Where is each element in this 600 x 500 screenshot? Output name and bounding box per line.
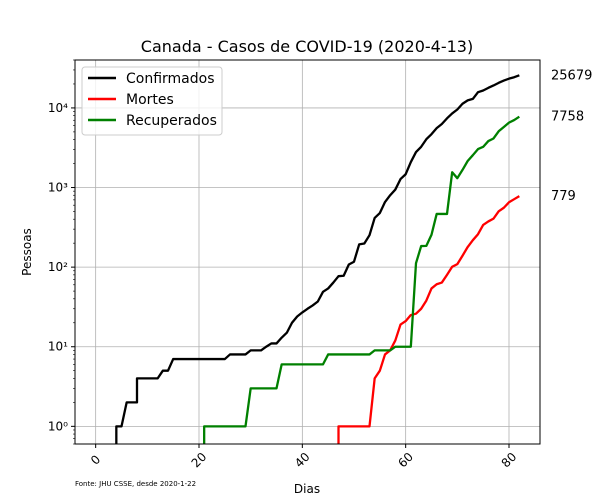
y-tick-label: 10⁰ [48,419,68,433]
end-value-labels: 25679 779 7758 [551,68,592,204]
series-line-confirmados [115,74,520,444]
y-tick-label: 10³ [48,181,68,195]
series-line-mortes [337,195,520,444]
legend-box [81,66,223,136]
end-label-confirmados: 25679 [551,68,592,83]
end-label-recuperados: 7758 [551,110,584,125]
plot-area [74,59,541,445]
legend-label-mortes: Mortes [126,92,174,108]
series-lines [115,74,520,444]
y-tick-label: 10⁴ [48,101,68,115]
legend: Confirmados Mortes Recuperados [81,66,223,136]
end-label-mortes: 779 [551,189,576,204]
grid [75,60,540,444]
source-note: Fonte: JHU CSSE, desde 2020-1-22 [75,480,196,488]
series-line-recuperados [203,115,520,444]
legend-label-recuperados: Recuperados [126,113,217,129]
plot-frame [74,59,541,445]
y-tick-label: 10² [48,260,68,274]
y-axis: 10⁰ 10¹ 10² 10³ 10⁴ [48,59,75,445]
legend-label-confirmados: Confirmados [126,71,215,87]
y-tick-label: 10¹ [48,340,68,354]
x-axis-label: Dias [294,482,320,496]
y-axis-label: Pessoas [20,228,34,276]
chart-title: Canada - Casos de COVID-19 (2020-4-13) [141,37,473,56]
